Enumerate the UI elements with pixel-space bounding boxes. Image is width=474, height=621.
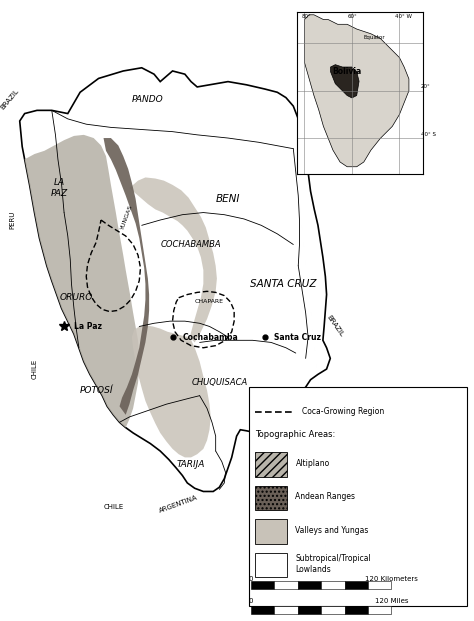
Text: Valleys and Yungas: Valleys and Yungas bbox=[295, 526, 369, 535]
Text: 40° W: 40° W bbox=[395, 14, 411, 19]
Text: CHAPARE: CHAPARE bbox=[195, 299, 224, 304]
Text: BRAZIL: BRAZIL bbox=[326, 315, 345, 338]
Bar bbox=[274, 581, 298, 589]
Bar bbox=[255, 553, 287, 578]
Bar bbox=[368, 606, 392, 614]
Text: La Paz: La Paz bbox=[74, 322, 102, 331]
Text: BRAZIL: BRAZIL bbox=[0, 88, 20, 111]
Text: Equator: Equator bbox=[364, 35, 385, 40]
Bar bbox=[255, 452, 287, 477]
Bar bbox=[368, 581, 392, 589]
Text: YUNGAS: YUNGAS bbox=[120, 204, 134, 230]
Polygon shape bbox=[330, 65, 359, 98]
Text: Coca-Growing Region: Coca-Growing Region bbox=[302, 407, 384, 416]
Text: Subtropical/Tropical
Lowlands: Subtropical/Tropical Lowlands bbox=[295, 554, 371, 574]
Text: BENI: BENI bbox=[216, 194, 240, 204]
Text: POTOSÍ: POTOSÍ bbox=[79, 386, 113, 395]
Bar bbox=[251, 581, 274, 589]
Polygon shape bbox=[129, 178, 217, 342]
FancyBboxPatch shape bbox=[249, 388, 467, 606]
Text: CHILE: CHILE bbox=[31, 359, 37, 379]
Text: TARIJA: TARIJA bbox=[177, 460, 205, 469]
Text: COCHABAMBA: COCHABAMBA bbox=[161, 240, 221, 249]
Text: 60°: 60° bbox=[347, 14, 357, 19]
Text: Topographic Areas:: Topographic Areas: bbox=[255, 430, 336, 438]
Bar bbox=[345, 606, 368, 614]
Bar bbox=[345, 581, 368, 589]
Text: 20°: 20° bbox=[421, 84, 430, 89]
Text: CHUQUISACA: CHUQUISACA bbox=[191, 378, 247, 388]
Text: 120 Miles: 120 Miles bbox=[374, 598, 408, 604]
Text: 0: 0 bbox=[249, 598, 253, 604]
Text: ARGENTINA: ARGENTINA bbox=[158, 494, 199, 514]
Text: PANDO: PANDO bbox=[132, 95, 164, 104]
Text: Santa Cruz: Santa Cruz bbox=[273, 333, 320, 342]
Text: ORURO: ORURO bbox=[60, 293, 93, 302]
Text: 80°: 80° bbox=[302, 14, 312, 19]
Text: SANTA CRUZ: SANTA CRUZ bbox=[250, 279, 317, 289]
Polygon shape bbox=[103, 138, 149, 415]
Bar bbox=[321, 606, 345, 614]
Bar bbox=[251, 606, 274, 614]
Bar bbox=[321, 581, 345, 589]
Polygon shape bbox=[304, 15, 409, 167]
Text: Cochabamba: Cochabamba bbox=[182, 333, 238, 342]
Text: 40° S: 40° S bbox=[421, 132, 436, 137]
Text: 120 Kilometers: 120 Kilometers bbox=[365, 576, 418, 582]
Polygon shape bbox=[25, 135, 139, 428]
Text: CHILE: CHILE bbox=[103, 504, 124, 510]
Text: Bolivia: Bolivia bbox=[333, 67, 362, 76]
Bar bbox=[274, 606, 298, 614]
Text: 0: 0 bbox=[249, 576, 253, 582]
Bar bbox=[298, 606, 321, 614]
Text: PERU: PERU bbox=[9, 211, 15, 229]
Polygon shape bbox=[132, 325, 211, 458]
Text: LA
PAZ: LA PAZ bbox=[51, 178, 68, 197]
Text: Altiplano: Altiplano bbox=[295, 459, 330, 468]
Text: Andean Ranges: Andean Ranges bbox=[295, 492, 356, 501]
Bar bbox=[255, 519, 287, 544]
Polygon shape bbox=[20, 68, 330, 491]
Bar bbox=[255, 486, 287, 510]
Bar bbox=[298, 581, 321, 589]
Text: PARAGUAY: PARAGUAY bbox=[283, 412, 320, 418]
